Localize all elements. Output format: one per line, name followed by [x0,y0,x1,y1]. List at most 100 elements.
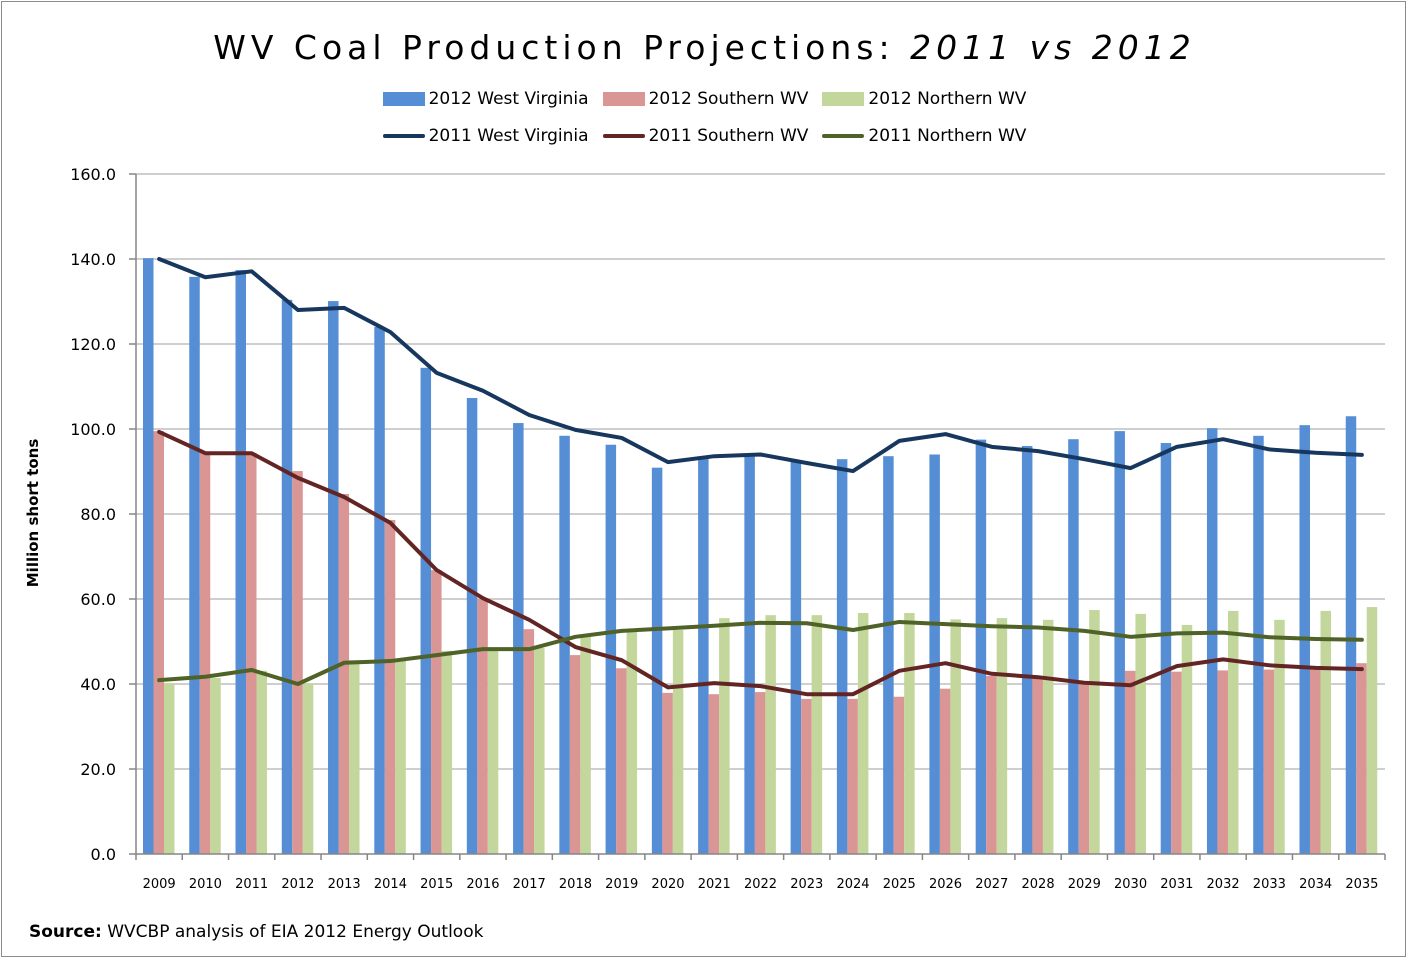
bar-2012-southern-wv [939,688,951,854]
x-tick-label: 2033 [1253,877,1286,892]
bar-2012-northern-wv [857,613,869,854]
bar-2012-southern-wv [246,452,257,854]
bar-2012-northern-wv [487,650,499,854]
bar-2012-northern-wv [395,661,406,854]
x-tick-label: 2012 [281,877,314,892]
bar-2012-southern-wv [801,698,812,854]
lines [157,257,1364,697]
chart-title: WV Coal Production Projections: 2011 vs … [0,28,1409,67]
y-tick-label: 140.0 [70,250,116,269]
legend-item-2011-northern: 2011 Northern WV [822,126,1026,146]
bar-2012-west-virginia [143,258,154,854]
bar-2012-west-virginia [235,270,247,854]
bar-2012-southern-wv [153,431,164,854]
bar-2012-west-virginia [1021,446,1033,854]
x-tick-label: 2030 [1114,877,1147,892]
bar-2012-northern-wv [996,618,1008,854]
legend-label: 2012 West Virginia [428,89,589,109]
bar-2012-northern-wv [1042,619,1054,854]
x-tick-label: 2016 [466,877,499,892]
bar-2012-west-virginia [929,454,940,854]
bars [143,258,1378,855]
legend-swatch [602,134,645,138]
bar-2012-west-virginia [790,460,802,854]
x-tick-label: 2024 [836,877,869,892]
bar-2012-northern-wv [580,636,591,854]
bar-2012-southern-wv [384,519,396,854]
x-tick-label: 2020 [651,877,684,892]
bar-2012-west-virginia [1253,435,1264,854]
legend-label: 2011 West Virginia [428,126,589,146]
bar-2012-southern-wv [199,452,211,854]
bar-2012-west-virginia [698,456,709,854]
chart-title-italic: 2011 vs 2012 [910,28,1196,67]
axes: 0.0 20.0 40.0 60.0 80.0 100.0 120.0 140.0 160.0 2… [70,165,1386,892]
bar-2012-southern-wv [986,675,997,854]
bar-2012-northern-wv [164,683,175,854]
bar-2012-southern-wv [1171,671,1182,854]
x-tick-label: 2026 [929,877,962,892]
bar-2012-northern-wv [302,683,314,854]
legend-label: 2012 Southern WV [648,89,809,109]
bar-2012-west-virginia [1068,439,1079,854]
bar-2012-southern-wv [1263,669,1275,854]
bar-2012-southern-wv [1309,669,1321,854]
chart-title-main: WV Coal Production Projections: [213,28,911,67]
bar-2012-west-virginia [1160,443,1172,854]
bar-2012-southern-wv [431,570,442,854]
bar-2012-west-virginia [466,397,478,854]
x-tick-label: 2018 [559,877,592,892]
legend-label: 2011 Northern WV [868,126,1027,146]
x-tick-label: 2019 [605,877,638,892]
bar-2012-west-virginia [1345,416,1357,854]
x-tick-label: 2013 [328,877,361,892]
bar-2012-northern-wv [210,678,221,854]
x-tick-label: 2010 [189,877,222,892]
line-2011-west-virginia [157,257,1364,474]
x-tick-label: 2021 [698,877,731,892]
bar-2012-southern-wv [662,692,673,854]
bar-2012-southern-wv [1078,683,1090,854]
bar-2012-west-virginia [744,456,755,854]
bar-2012-southern-wv [847,698,858,854]
x-tick-label: 2023 [790,877,823,892]
bar-2012-southern-wv [523,629,535,854]
legend-swatch [602,92,645,106]
bar-2012-northern-wv [349,660,360,854]
bar-2012-northern-wv [441,650,453,854]
bar-2012-west-virginia [328,301,339,854]
bar-2012-northern-wv [950,619,961,854]
x-tick-label: 2025 [883,877,916,892]
legend-item-2011-wv: 2011 West Virginia [382,126,589,146]
bar-2012-west-virginia [189,276,200,855]
x-tick-label: 2027 [975,877,1008,892]
bar-2012-northern-wv [1274,619,1285,854]
x-tick-label: 2029 [1068,877,1101,892]
y-tick-label: 100.0 [70,420,116,439]
x-tick-label: 2017 [513,877,546,892]
bar-2012-west-virginia [559,435,570,854]
bar-2012-west-virginia [1114,431,1125,854]
bar-2012-northern-wv [1366,607,1378,854]
source-note: Source: WVCBP analysis of EIA 2012 Energ… [29,922,483,942]
gridlines [136,173,1385,770]
legend-item-2011-southern: 2011 Southern WV [602,126,808,146]
bar-2012-southern-wv [616,668,627,854]
bar-2012-west-virginia [975,439,987,854]
legend-bars: 2012 West Virginia 2012 Southern WV 2012… [0,89,1409,109]
y-tick-label: 160.0 [70,165,116,184]
y-tick-label: 120.0 [70,335,116,354]
bar-2012-west-virginia [605,444,617,854]
legend-label: 2012 Northern WV [868,89,1027,109]
legend-item-2012-wv: 2012 West Virginia [382,89,589,109]
bar-2012-west-virginia [281,299,293,854]
bar-2012-west-virginia [420,367,432,854]
x-tick-label: 2015 [420,877,453,892]
bar-2012-west-virginia [883,456,894,854]
bar-2012-northern-wv [1135,613,1146,854]
bar-2012-northern-wv [672,630,684,854]
legend-swatch [822,134,865,138]
bar-2012-northern-wv [256,670,268,854]
bar-2012-northern-wv [1227,610,1239,854]
bar-2012-southern-wv [569,655,581,854]
